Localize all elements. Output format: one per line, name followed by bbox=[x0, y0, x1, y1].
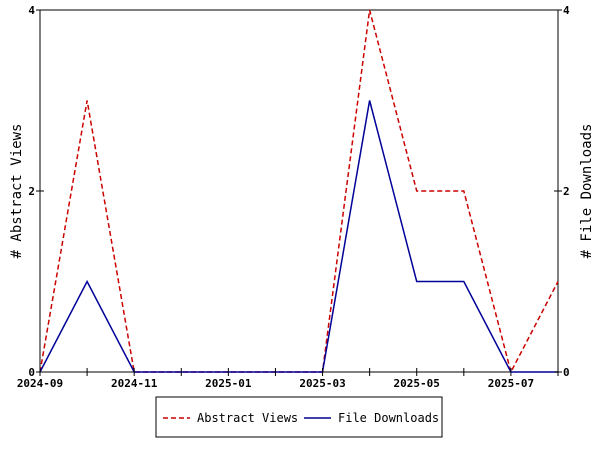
legend-box bbox=[155, 396, 443, 438]
y-right-tick-label-0: 0 bbox=[563, 366, 570, 379]
series-line-abstract-views bbox=[39, 9, 559, 375]
series-layer bbox=[39, 9, 559, 375]
x-tick-label-2025-01: 2025-01 bbox=[205, 377, 252, 390]
y-left-axis-title: # Abstract Views bbox=[9, 124, 25, 259]
y-left-tick-label-4: 4 bbox=[28, 4, 35, 17]
y-left-tick-label-0: 0 bbox=[28, 366, 35, 379]
y-right-tick-label-4: 4 bbox=[563, 4, 570, 17]
series-line-file-downloads bbox=[39, 100, 558, 373]
plot-frame bbox=[39, 9, 559, 373]
ticks-layer: 0 2 4 0 2 4 2024-09 2024-11 2025-01 2025-03 2025-0… bbox=[17, 4, 570, 390]
x-tick-label-2024-11: 2024-11 bbox=[111, 377, 158, 390]
x-tick-label-2025-03: 2025-03 bbox=[299, 377, 345, 390]
y-left-tick-label-2: 2 bbox=[28, 185, 35, 198]
legend: Abstract Views File Downloads bbox=[155, 396, 443, 438]
x-tick-label-2025-07: 2025-07 bbox=[488, 377, 534, 390]
legend-label-file-downloads: File Downloads bbox=[338, 411, 439, 425]
y-right-axis-title: # File Downloads bbox=[579, 124, 595, 259]
x-tick-label-2025-05: 2025-05 bbox=[394, 377, 440, 390]
y-right-tick-label-2: 2 bbox=[563, 185, 570, 198]
legend-label-abstract-views: Abstract Views bbox=[197, 411, 298, 425]
x-tick-label-2024-09: 2024-09 bbox=[17, 377, 63, 390]
